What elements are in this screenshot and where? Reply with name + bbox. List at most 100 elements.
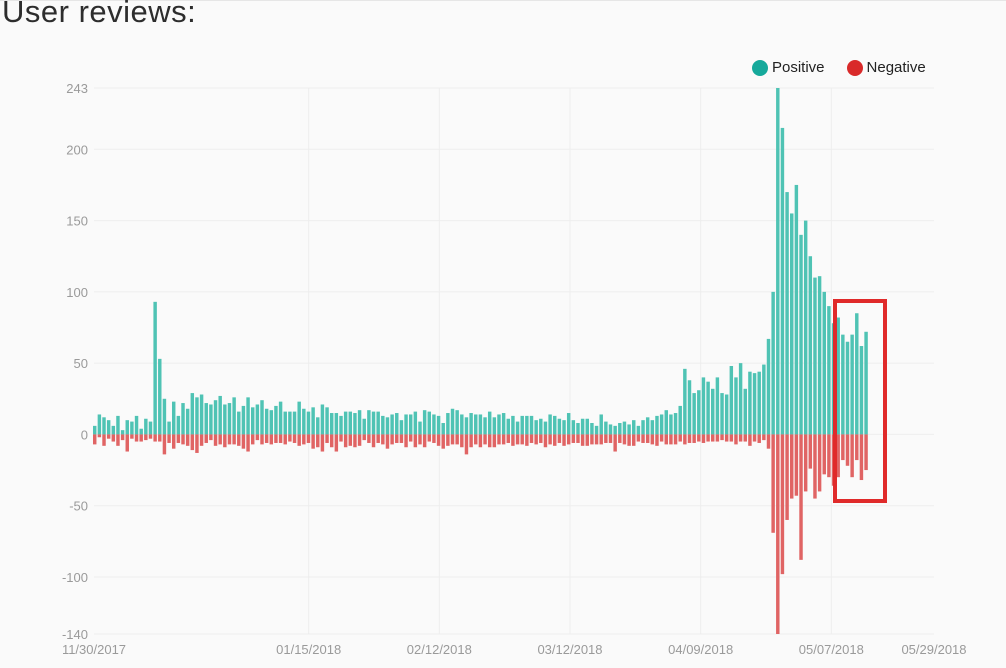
bar-negative [288, 434, 292, 442]
bar-positive [548, 414, 552, 435]
bar-negative [622, 434, 627, 445]
bar-positive [590, 423, 594, 435]
bar-negative [687, 434, 692, 443]
bar-negative [729, 434, 734, 442]
bar-positive [116, 415, 120, 435]
bar-negative [548, 434, 552, 445]
bar-positive [576, 423, 580, 435]
bar-negative [632, 434, 636, 446]
bar-positive [204, 403, 208, 435]
bar-positive [450, 408, 455, 435]
bar-negative [711, 434, 715, 442]
bar-positive [227, 403, 232, 435]
bar-negative [724, 434, 729, 442]
y-tick-label: 150 [66, 214, 88, 229]
bar-negative [864, 434, 868, 471]
bar-negative [223, 434, 227, 448]
legend-item-positive[interactable]: Positive [752, 59, 825, 76]
x-tick-label: 05/07/2018 [799, 642, 864, 657]
bar-negative [580, 434, 585, 446]
bar-negative [357, 434, 362, 446]
bar-positive [841, 334, 845, 435]
bar-negative [692, 434, 696, 443]
bar-negative [478, 434, 483, 448]
bar-positive [845, 341, 850, 435]
bar-positive [669, 414, 673, 435]
bar-negative [487, 434, 492, 448]
bar-negative [803, 434, 808, 492]
bar-positive [506, 418, 511, 435]
bar-positive [148, 421, 153, 435]
y-tick-label: 50 [74, 356, 88, 371]
bar-negative [167, 434, 171, 443]
bar-negative [371, 434, 376, 448]
bar-positive [632, 420, 636, 435]
bar-negative [780, 434, 785, 575]
bar-negative [250, 434, 255, 445]
bar-negative [766, 434, 771, 449]
bar-negative [399, 434, 404, 443]
bar-positive [464, 417, 469, 435]
bar-negative [204, 434, 208, 443]
bar-positive [762, 364, 766, 435]
bar-negative [506, 434, 511, 443]
bar-negative [125, 434, 129, 452]
bar-positive [562, 420, 566, 435]
bar-positive [144, 418, 148, 435]
bar-positive [474, 414, 478, 435]
bar-negative [376, 434, 380, 443]
bar-negative [776, 434, 780, 634]
bar-negative [701, 434, 706, 443]
bar-negative [743, 434, 747, 442]
bar-negative [822, 434, 826, 475]
bar-negative [385, 434, 390, 449]
bar-negative [237, 434, 241, 446]
bar-negative [529, 434, 534, 443]
bar-positive [571, 420, 576, 435]
bar-positive [636, 425, 641, 435]
chart-legend: Positive Negative [752, 59, 948, 76]
bar-negative [669, 434, 673, 445]
bar-positive [664, 410, 668, 435]
bar-positive [706, 381, 710, 435]
bar-negative [483, 434, 487, 445]
bar-negative [436, 434, 441, 446]
bar-positive [153, 301, 157, 435]
bar-positive [274, 405, 278, 435]
bar-negative [566, 434, 571, 445]
legend-item-negative[interactable]: Negative [846, 59, 926, 76]
bar-negative [213, 434, 218, 446]
bar-positive [864, 331, 868, 435]
bar-negative [227, 434, 232, 445]
bar-negative [422, 434, 427, 448]
bar-positive [362, 418, 366, 435]
bar-negative [334, 434, 339, 452]
bar-negative [539, 434, 543, 443]
bar-negative [706, 434, 710, 442]
bar-negative [608, 434, 613, 443]
bar-negative [325, 434, 329, 443]
bar-negative [534, 434, 538, 445]
bar-positive [348, 411, 353, 435]
x-tick-label: 03/12/2018 [537, 642, 602, 657]
bar-positive [604, 421, 608, 435]
bar-positive [766, 338, 771, 435]
x-tick-label: 05/29/2018 [901, 642, 966, 657]
bar-negative [316, 434, 320, 448]
bar-positive [408, 414, 413, 435]
bar-negative [497, 434, 501, 445]
x-tick-label: 01/15/2018 [276, 642, 341, 657]
bar-negative [302, 434, 306, 445]
bar-positive [223, 404, 227, 435]
bar-negative [553, 434, 557, 446]
bar-positive [734, 377, 738, 435]
bar-negative [808, 434, 813, 469]
bar-negative [590, 434, 594, 445]
bar-positive [460, 414, 464, 435]
chart-bars [93, 88, 868, 634]
bar-negative [492, 434, 497, 448]
bar-negative [571, 434, 576, 443]
bar-negative [683, 434, 687, 445]
bar-negative [329, 434, 334, 448]
